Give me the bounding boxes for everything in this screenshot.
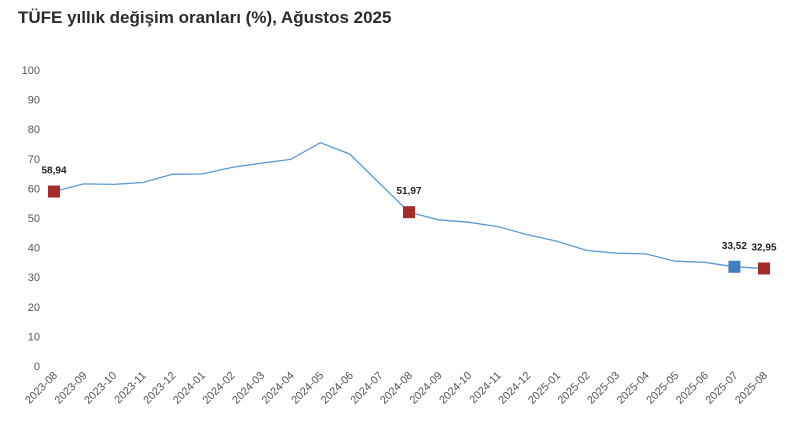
data-label: 32,95	[751, 242, 776, 253]
y-tick-label: 80	[28, 124, 40, 136]
x-axis: 2023-082023-092023-102023-112023-122024-…	[23, 370, 770, 407]
x-tick-label: 2024-10	[437, 370, 474, 407]
y-tick-label: 30	[28, 272, 40, 284]
x-tick-label: 2025-08	[733, 370, 770, 407]
y-tick-label: 50	[28, 213, 40, 225]
data-point-marker	[728, 260, 741, 273]
chart-title: TÜFE yıllık değişim oranları (%), Ağusto…	[18, 8, 392, 27]
marker-layer: 58,94 51,97 33,52 32,95	[41, 166, 777, 275]
y-tick-label: 60	[28, 183, 40, 195]
data-label: 58,94	[41, 166, 66, 177]
y-tick-label: 0	[34, 361, 40, 373]
y-axis: 0 10 20 30 40 50 60 70 80 90 100	[22, 65, 40, 373]
data-point-marker	[403, 206, 415, 219]
y-tick-label: 100	[22, 65, 40, 77]
x-tick-label: 2023-10	[82, 370, 119, 407]
data-label: 33,52	[722, 241, 747, 252]
data-point-marker	[48, 185, 60, 198]
data-point-marker	[758, 262, 770, 275]
series-line	[53, 141, 765, 270]
y-tick-label: 20	[28, 302, 40, 314]
y-tick-label: 90	[28, 95, 40, 107]
y-tick-label: 40	[28, 243, 40, 255]
y-tick-label: 70	[28, 154, 40, 166]
series-layer	[53, 141, 765, 270]
data-label: 51,97	[396, 186, 421, 197]
y-tick-label: 10	[28, 331, 40, 343]
